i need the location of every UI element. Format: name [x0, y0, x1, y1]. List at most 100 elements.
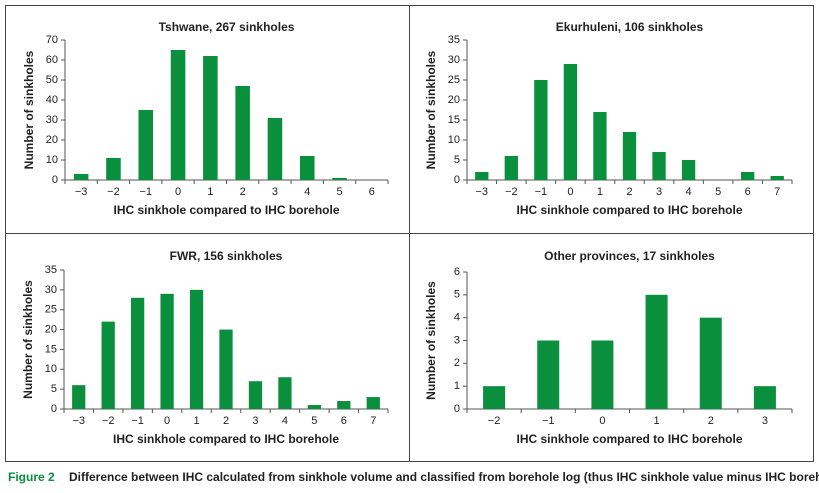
y-tick-label: 20 [45, 323, 57, 335]
x-tick-label: 3 [272, 186, 278, 198]
y-tick-label: 10 [448, 134, 460, 146]
bar [189, 289, 204, 409]
bar [591, 340, 614, 409]
y-tick-label: 60 [46, 54, 58, 66]
y-tick-label: 5 [51, 383, 57, 395]
chart-title: Tshwane, 267 sinkholes [159, 20, 295, 34]
bar [203, 56, 218, 180]
x-tick-label: 1 [193, 415, 199, 427]
bar [770, 176, 784, 180]
bar [699, 317, 722, 409]
x-axis-label: IHC sinkhole compared to IHC borehole [113, 203, 339, 217]
x-tick-label: −3 [72, 415, 85, 427]
y-tick-label: 35 [45, 264, 57, 276]
chart-title: Other provinces, 17 sinkholes [544, 249, 715, 263]
bar [235, 86, 250, 180]
bar [72, 385, 86, 409]
x-tick-label: 7 [774, 186, 780, 198]
x-tick-label: −3 [475, 186, 488, 198]
y-tick-label: 15 [448, 114, 460, 126]
x-tick-label: 6 [369, 186, 375, 198]
x-tick-label: 0 [164, 415, 170, 427]
x-tick-label: 6 [745, 186, 751, 198]
bar [483, 386, 506, 409]
x-tick-label: 5 [336, 186, 342, 198]
y-tick-label: 20 [46, 134, 58, 146]
bar [248, 381, 263, 409]
x-tick-label: 4 [686, 186, 692, 198]
bar [160, 293, 174, 409]
x-tick-label: 5 [715, 186, 721, 198]
bar [278, 377, 292, 409]
x-tick-label: 1 [597, 186, 603, 198]
y-tick-label: 70 [46, 34, 58, 46]
y-tick-label: 30 [46, 114, 58, 126]
bar [652, 152, 666, 180]
bar [593, 112, 607, 180]
y-axis-label: Number of sinkholes [22, 50, 36, 169]
x-tick-label: −1 [535, 186, 548, 198]
bar [645, 294, 668, 409]
x-axis-label: IHC sinkhole compared to IHC borehole [516, 203, 742, 217]
y-tick-label: 25 [448, 74, 460, 86]
x-tick-label: −2 [107, 186, 120, 198]
caption-label: Figure 2 [8, 470, 55, 484]
bar [504, 156, 518, 180]
x-tick-label: 3 [656, 186, 662, 198]
bar [622, 132, 637, 180]
bar [131, 297, 145, 409]
y-tick-label: 10 [45, 363, 57, 375]
bar [219, 329, 233, 409]
y-tick-label: 2 [454, 357, 460, 369]
x-tick-label: 2 [240, 186, 246, 198]
bar [332, 178, 347, 180]
y-tick-label: 0 [454, 174, 460, 186]
y-axis-label: Number of sinkholes [21, 280, 35, 399]
x-tick-label: −2 [488, 415, 501, 427]
x-tick-label: 6 [341, 415, 347, 427]
x-tick-label: 2 [708, 415, 714, 427]
x-axis-label: IHC sinkhole compared to IHC borehole [113, 432, 339, 446]
y-tick-label: 20 [448, 94, 460, 106]
bar [534, 80, 548, 180]
y-tick-label: 0 [51, 403, 57, 415]
x-tick-label: 4 [304, 186, 310, 198]
x-tick-label: 0 [599, 415, 605, 427]
y-tick-label: 35 [448, 34, 460, 46]
y-tick-label: 15 [45, 343, 57, 355]
x-tick-label: −1 [542, 415, 555, 427]
y-tick-label: 30 [45, 284, 57, 296]
y-axis-label: Number of sinkholes [424, 281, 438, 400]
x-tick-label: 0 [567, 186, 573, 198]
x-tick-label: −2 [102, 415, 115, 427]
x-tick-label: 2 [626, 186, 632, 198]
x-tick-label: 7 [370, 415, 376, 427]
x-tick-label: 3 [252, 415, 258, 427]
x-tick-label: 0 [175, 186, 181, 198]
y-tick-label: 0 [454, 403, 460, 415]
bar [299, 156, 315, 180]
y-axis-label: Number of sinkholes [424, 50, 438, 169]
y-tick-label: 3 [454, 334, 460, 346]
x-tick-label: 1 [207, 186, 213, 198]
bar [475, 172, 489, 180]
x-tick-label: 4 [282, 415, 288, 427]
bar [307, 405, 321, 409]
bar [170, 50, 186, 180]
x-tick-label: −1 [131, 415, 144, 427]
bar [106, 158, 121, 180]
y-tick-label: 5 [454, 289, 460, 301]
x-tick-label: 2 [223, 415, 229, 427]
bar [73, 174, 89, 180]
x-axis-label: IHC sinkhole compared to IHC borehole [516, 432, 742, 446]
y-tick-label: 0 [52, 174, 58, 186]
x-tick-label: −2 [505, 186, 518, 198]
bar [563, 64, 578, 180]
y-tick-label: 50 [46, 74, 58, 86]
bar [101, 321, 115, 409]
y-tick-label: 1 [454, 380, 460, 392]
bar [681, 160, 696, 180]
bar [267, 118, 283, 180]
y-tick-label: 40 [46, 94, 58, 106]
